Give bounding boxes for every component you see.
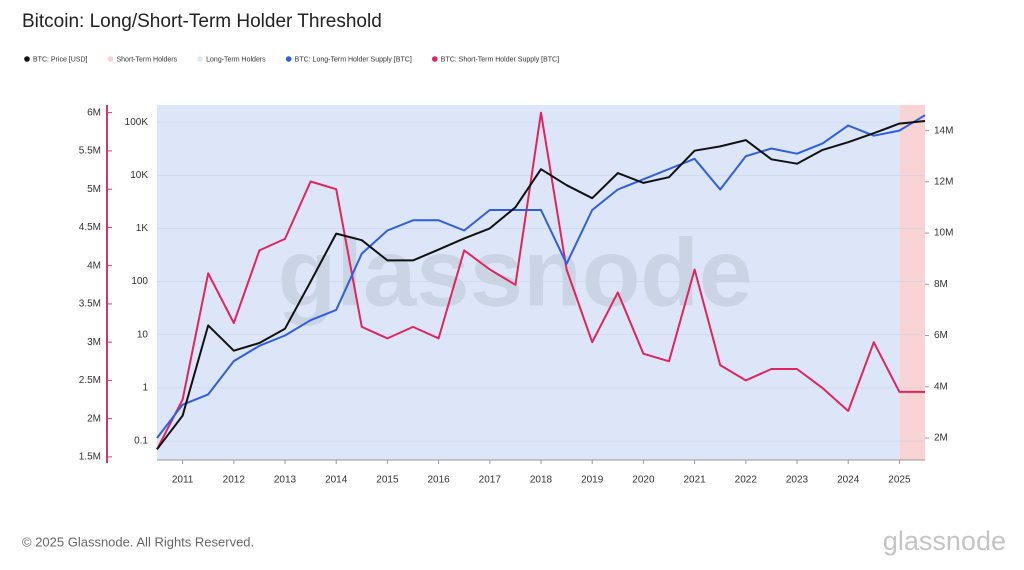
x-tick-label: 2025 [888, 475, 911, 486]
y-tick-label: 10K [130, 170, 148, 181]
legend-marker [24, 56, 30, 62]
series-line [156, 120, 926, 450]
legend-marker [285, 56, 292, 62]
legend-label: BTC: Price [USD] [33, 56, 88, 63]
plot-area: glassnode [107, 105, 929, 464]
x-tick-label: 2012 [223, 475, 246, 486]
y2-tick-label: 4M [934, 381, 948, 392]
y-tick-label: 100 [131, 276, 148, 287]
legend-marker [431, 56, 438, 62]
x-tick-label: 2017 [479, 475, 502, 486]
y3-tick-label: 4.5M [79, 222, 101, 233]
y3-tick-label: 3.5M [79, 299, 101, 310]
y-tick-label: 1K [136, 223, 149, 234]
x-tick-label: 2024 [837, 475, 860, 486]
y3-tick-label: 5M [87, 184, 101, 195]
y-tick-label: 10 [137, 329, 149, 340]
y2-tick-label: 14M [934, 125, 953, 136]
legend-label: BTC: Short-Term Holder Supply [BTC] [441, 56, 559, 63]
y3-tick-label: 2.5M [79, 375, 101, 386]
y3-tick-label: 3M [87, 337, 101, 348]
x-tick-label: 2014 [325, 475, 348, 486]
x-tick-label: 2019 [581, 475, 604, 486]
logo: glassnode [883, 526, 1006, 556]
y3-tick-label: 1.5M [79, 452, 101, 463]
series-line [156, 114, 926, 439]
footer: © 2025 Glassnode. All Rights Reserved. [22, 534, 254, 549]
legend: BTC: Price [USD] Short-Term Holders Long-T… [24, 56, 559, 63]
x-tick-label: 2013 [274, 475, 297, 486]
y2-tick-label: 2M [934, 433, 948, 444]
x-tick-label: 2015 [376, 475, 399, 486]
x-tick-label: 2023 [786, 475, 809, 486]
x-tick-label: 2021 [683, 475, 706, 486]
series-line [156, 111, 925, 450]
legend-marker [197, 56, 203, 62]
x-tick-label: 2020 [632, 475, 655, 486]
legend-label: Long-Term Holders [206, 56, 266, 63]
x-tick-label: 2018 [530, 475, 553, 486]
y-tick-label: 1 [142, 383, 148, 394]
holder-region [899, 105, 925, 460]
y3-tick-label: 2M [87, 413, 101, 424]
legend-marker [107, 56, 114, 62]
holder-region [157, 105, 900, 460]
watermark: glassnode [278, 219, 753, 326]
legend-label: Short-Term Holders [116, 56, 177, 63]
y-tick-label: 100K [125, 117, 149, 128]
chart-title: Bitcoin: Long/Short-Term Holder Threshol… [22, 11, 382, 32]
y2-tick-label: 12M [934, 176, 953, 187]
y3-tick-label: 4M [87, 260, 101, 271]
y2-tick-label: 8M [934, 279, 948, 290]
y3-tick-label: 6M [87, 107, 101, 118]
y2-tick-label: 6M [934, 330, 948, 341]
legend-label: BTC: Long-Term Holder Supply [BTC] [295, 56, 412, 63]
x-tick-label: 2016 [427, 475, 450, 486]
y3-tick-label: 5.5M [79, 146, 101, 157]
y2-tick-label: 10M [934, 228, 953, 239]
x-tick-label: 2022 [735, 475, 758, 486]
y-tick-label: 0.1 [134, 436, 148, 447]
x-tick-label: 2011 [172, 475, 194, 486]
